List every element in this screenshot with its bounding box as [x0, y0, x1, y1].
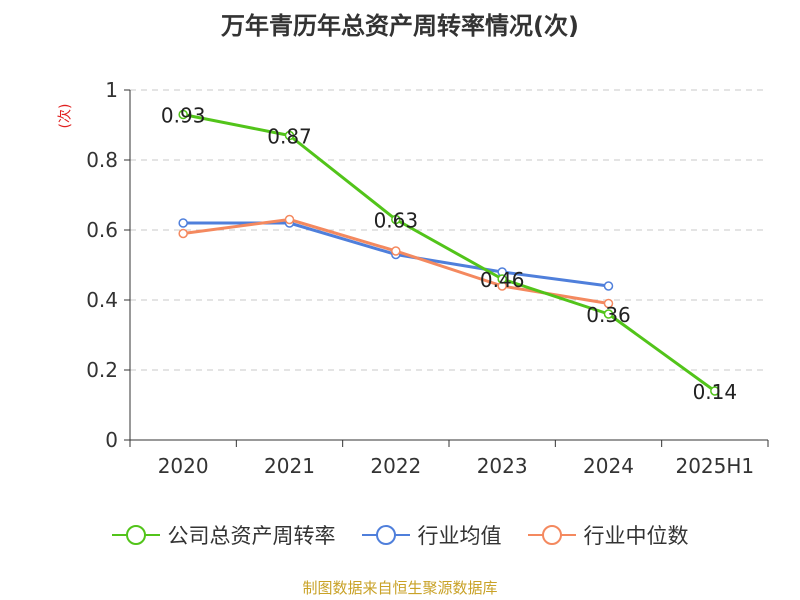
x-tick-label: 2025H1	[675, 454, 754, 478]
data-label: 0.63	[374, 209, 419, 233]
legend-marker-industry-mean	[361, 525, 410, 545]
gridlines	[130, 89, 768, 371]
data-point	[497, 274, 507, 284]
data-label: 0.14	[693, 380, 738, 404]
x-tick-label: 2023	[477, 454, 528, 478]
legend: 公司总资产周转率 行业均值 行业中位数	[0, 520, 800, 550]
data-label: 0.87	[267, 125, 312, 149]
data-point	[178, 218, 188, 228]
chart-title: 万年青历年总资产周转率情况(次)	[221, 12, 579, 40]
data-point	[178, 228, 188, 239]
y-tick-label: 1	[105, 78, 118, 102]
legend-item-industry-mean[interactable]: 行业均值	[361, 520, 502, 550]
legend-label-industry-median: 行业中位数	[583, 524, 689, 548]
x-tick-label: 2022	[370, 454, 421, 478]
data-point	[284, 214, 295, 225]
series	[178, 109, 720, 396]
x-tick-label: 2020	[158, 454, 209, 478]
y-tick-label: 0	[105, 428, 118, 452]
legend-item-company[interactable]: 公司总资产周转率	[111, 520, 336, 550]
data-labels: 0.93 0.87 0.63 0.46 0.36 0.14	[161, 104, 737, 405]
x-tick-label: 2024	[583, 454, 634, 478]
data-source-note: 制图数据来自恒生聚源数据库	[302, 579, 498, 597]
data-point	[710, 386, 720, 396]
data-label: 0.36	[586, 303, 631, 327]
legend-label-company: 公司总资产周转率	[167, 524, 336, 548]
y-tick-label: 0.8	[86, 148, 118, 172]
y-tick-label: 0.6	[86, 218, 118, 242]
legend-marker-industry-median	[527, 525, 576, 545]
x-tick-label: 2021	[264, 454, 315, 478]
series-line	[182, 113, 716, 393]
y-tick-label: 0.2	[86, 358, 118, 382]
data-label: 0.46	[480, 268, 525, 292]
data-point	[603, 298, 614, 309]
y-tick-label: 0.4	[86, 288, 118, 312]
data-point	[603, 309, 614, 319]
legend-item-industry-median[interactable]: 行业中位数	[527, 520, 689, 550]
data-point	[284, 130, 295, 141]
legend-label-industry-mean: 行业均值	[417, 524, 502, 548]
data-point	[178, 109, 188, 120]
data-point	[391, 214, 401, 225]
axes: 0 0.2 0.4 0.6 0.8 1 2020 2021 2022 2023 2024 2025H1	[86, 78, 769, 478]
data-point	[391, 246, 401, 256]
data-label: 0.93	[161, 104, 206, 128]
data-point	[603, 281, 614, 291]
legend-marker-company	[111, 525, 160, 545]
